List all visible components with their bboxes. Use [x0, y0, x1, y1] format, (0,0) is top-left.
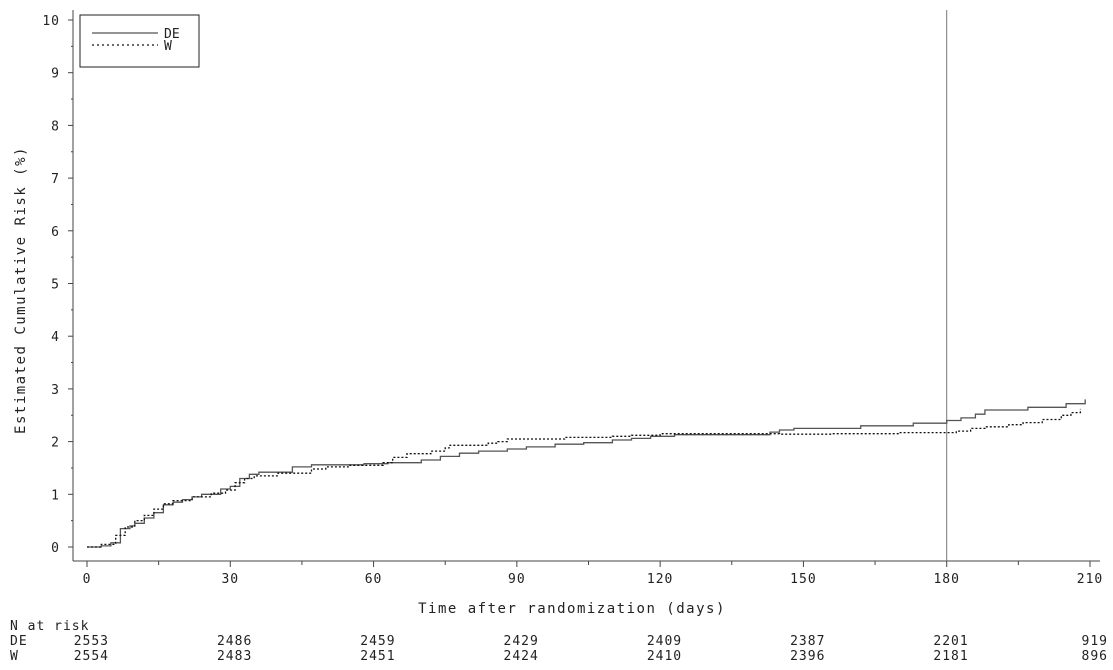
at-risk-value-w: 2396 [790, 649, 825, 664]
at-risk-row-label-de: DE [10, 634, 28, 649]
x-tick-label: 60 [365, 572, 383, 587]
at-risk-value-de: 2409 [647, 634, 682, 649]
y-tick-label: 7 [51, 172, 60, 187]
legend: DE W [79, 14, 200, 68]
at-risk-value-de: 2429 [504, 634, 539, 649]
at-risk-value-w: 2554 [74, 649, 109, 664]
legend-label-de: DE [164, 27, 180, 42]
at-risk-title: N at risk [10, 619, 89, 634]
series-line-de [87, 399, 1086, 548]
at-risk-value-w: 2424 [504, 649, 539, 664]
x-axis-title: Time after randomization (days) [418, 601, 726, 617]
at-risk-value-de: 2486 [217, 634, 252, 649]
y-tick-label: 9 [51, 67, 60, 82]
at-risk-row-label-w: W [10, 649, 19, 664]
x-tick-label: 180 [933, 572, 959, 587]
y-tick-label: 6 [51, 225, 60, 240]
x-tick-label: 150 [790, 572, 816, 587]
at-risk-value-w: 2451 [360, 649, 395, 664]
at-risk-table: N at risk DE W 2553 2486 2459 2429 2409 2387 2… [10, 619, 1108, 664]
at-risk-value-de: 919 [1082, 634, 1108, 649]
y-tick-label: 1 [51, 488, 60, 503]
at-risk-values: 2553 2486 2459 2429 2409 2387 2201 919 2554 2483 2… [74, 634, 1108, 664]
y-tick-label: 3 [51, 383, 60, 398]
y-tick-label: 5 [51, 278, 60, 293]
at-risk-value-w: 896 [1082, 649, 1108, 664]
x-tick-label: 90 [508, 572, 526, 587]
at-risk-value-de: 2387 [790, 634, 825, 649]
x-tick-label: 30 [221, 572, 239, 587]
at-risk-value-de: 2201 [933, 634, 968, 649]
legend-box [79, 14, 200, 68]
x-tick-label: 120 [647, 572, 673, 587]
plot-frame [72, 10, 1100, 562]
x-axis-ticks: 0 30 60 90 120 150 180 210 [83, 561, 1103, 587]
y-tick-label: 0 [51, 541, 60, 556]
y-axis-ticks: 0 1 2 3 4 5 6 7 8 9 10 [42, 14, 73, 556]
series-line-w [87, 408, 1082, 548]
at-risk-value-w: 2483 [217, 649, 252, 664]
x-tick-label: 210 [1077, 572, 1103, 587]
at-risk-value-w: 2181 [933, 649, 968, 664]
at-risk-value-w: 2410 [647, 649, 682, 664]
legend-label-w: W [164, 39, 172, 54]
y-tick-label: 10 [42, 14, 60, 29]
at-risk-value-de: 2553 [74, 634, 109, 649]
y-tick-label: 8 [51, 119, 60, 134]
y-axis-title: Estimated Cumulative Risk (%) [13, 146, 29, 434]
at-risk-value-de: 2459 [360, 634, 395, 649]
series-lines [87, 399, 1086, 548]
y-tick-label: 2 [51, 436, 60, 451]
y-tick-label: 4 [51, 330, 60, 345]
x-tick-label: 0 [83, 572, 92, 587]
